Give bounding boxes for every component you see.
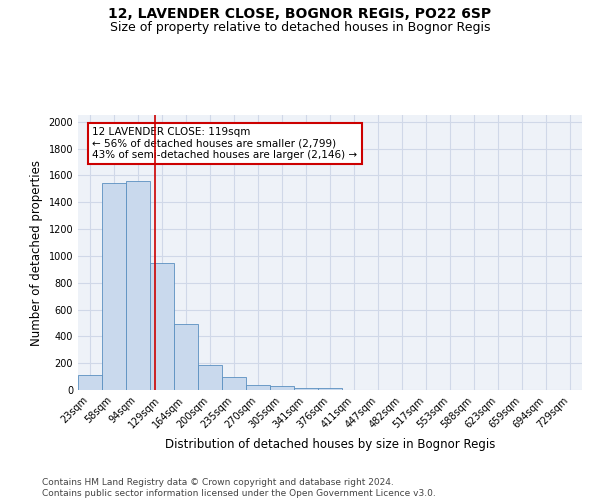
Bar	[174, 324, 198, 390]
Bar	[102, 184, 126, 390]
Bar	[270, 386, 294, 390]
Text: 12, LAVENDER CLOSE, BOGNOR REGIS, PO22 6SP: 12, LAVENDER CLOSE, BOGNOR REGIS, PO22 6…	[109, 8, 491, 22]
Y-axis label: Number of detached properties: Number of detached properties	[30, 160, 43, 346]
X-axis label: Distribution of detached houses by size in Bognor Regis: Distribution of detached houses by size …	[165, 438, 495, 451]
Bar	[246, 384, 270, 390]
Bar	[198, 364, 222, 390]
Bar	[222, 376, 246, 390]
Bar	[294, 388, 318, 390]
Text: Size of property relative to detached houses in Bognor Regis: Size of property relative to detached ho…	[110, 21, 490, 34]
Bar	[150, 262, 174, 390]
Bar	[78, 375, 102, 390]
Bar	[318, 388, 342, 390]
Bar	[126, 180, 150, 390]
Text: 12 LAVENDER CLOSE: 119sqm
← 56% of detached houses are smaller (2,799)
43% of se: 12 LAVENDER CLOSE: 119sqm ← 56% of detac…	[92, 127, 358, 160]
Text: Contains HM Land Registry data © Crown copyright and database right 2024.
Contai: Contains HM Land Registry data © Crown c…	[42, 478, 436, 498]
